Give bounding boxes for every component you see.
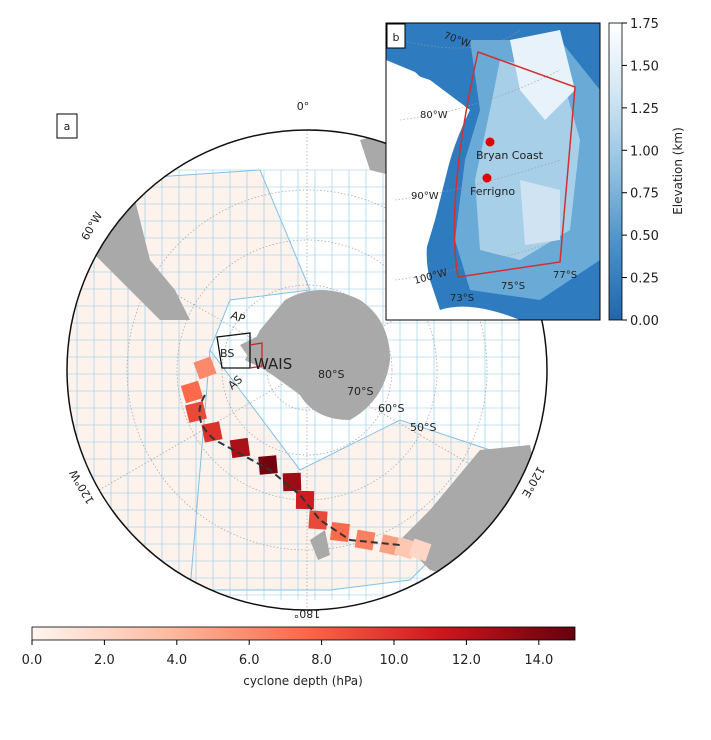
tick-label: 14.0	[524, 653, 553, 668]
colorbar-label: Elevation (km)	[671, 127, 685, 215]
map-b: b 70°W 80°W 90°W 100°W 73°S 75°S 77°S Br…	[385, 22, 601, 321]
track-cell	[229, 437, 251, 459]
tick-label: 1.25	[630, 102, 659, 117]
colorbar-b: Elevation (km) 0.00 0.25 0.50 0.75 1.00 1.25 1…	[608, 17, 685, 329]
region-label: AP	[229, 309, 247, 326]
track-cell	[354, 529, 376, 551]
tick-label: 1.75	[630, 17, 659, 32]
region-label: BS	[220, 347, 234, 360]
lon-label: 0°	[297, 100, 310, 113]
lon-label: 60°W	[79, 210, 106, 243]
tick-label: 8.0	[311, 653, 332, 668]
track-cell	[201, 421, 223, 443]
track-cell	[193, 356, 217, 380]
colorbar-a: cyclone depth (hPa) 0.0 2.0 4.0 6.0 8.0 10.0 1…	[22, 626, 576, 688]
panel-label: b	[393, 31, 400, 44]
tick-label: 1.00	[630, 144, 659, 159]
panel-label: a	[64, 120, 71, 133]
tick-label: 0.0	[22, 653, 43, 668]
tick-label: 2.0	[94, 653, 115, 668]
track-cell	[408, 538, 432, 562]
track-cell	[282, 472, 302, 492]
colorbar-label: cyclone depth (hPa)	[243, 674, 363, 688]
tick-label: 0.25	[630, 272, 659, 287]
cyclone-track	[180, 356, 432, 562]
site-label: Ferrigno	[470, 185, 515, 198]
lat-label: 50°S	[410, 421, 436, 434]
lon-label: 180°	[294, 607, 321, 620]
lat-label: 70°S	[347, 385, 373, 398]
tick-label: 6.0	[239, 653, 260, 668]
tick-label: 0.50	[630, 229, 659, 244]
track-cell	[329, 521, 351, 543]
track-cell	[180, 380, 204, 404]
lon-label: 80°W	[420, 110, 448, 121]
tick-label: 0.00	[630, 314, 659, 329]
tick-label: 0.75	[630, 187, 659, 202]
track-cell	[185, 401, 207, 423]
site-label: Bryan Coast	[476, 149, 544, 162]
tick-label: 12.0	[452, 653, 481, 668]
track-cell	[308, 510, 328, 530]
lat-label: 75°S	[501, 281, 525, 292]
lat-label: 73°S	[450, 293, 474, 304]
tick-label: 10.0	[380, 653, 409, 668]
lat-label: 60°S	[378, 402, 404, 415]
lon-label: 90°W	[411, 191, 439, 202]
tick-label: 1.50	[630, 59, 659, 74]
panel-box	[56, 113, 78, 139]
lat-label: 80°S	[318, 368, 344, 381]
region-label: WAIS	[254, 355, 292, 373]
tick-label: 4.0	[166, 653, 187, 668]
lat-label: 77°S	[553, 270, 577, 281]
track-cell	[258, 455, 278, 475]
